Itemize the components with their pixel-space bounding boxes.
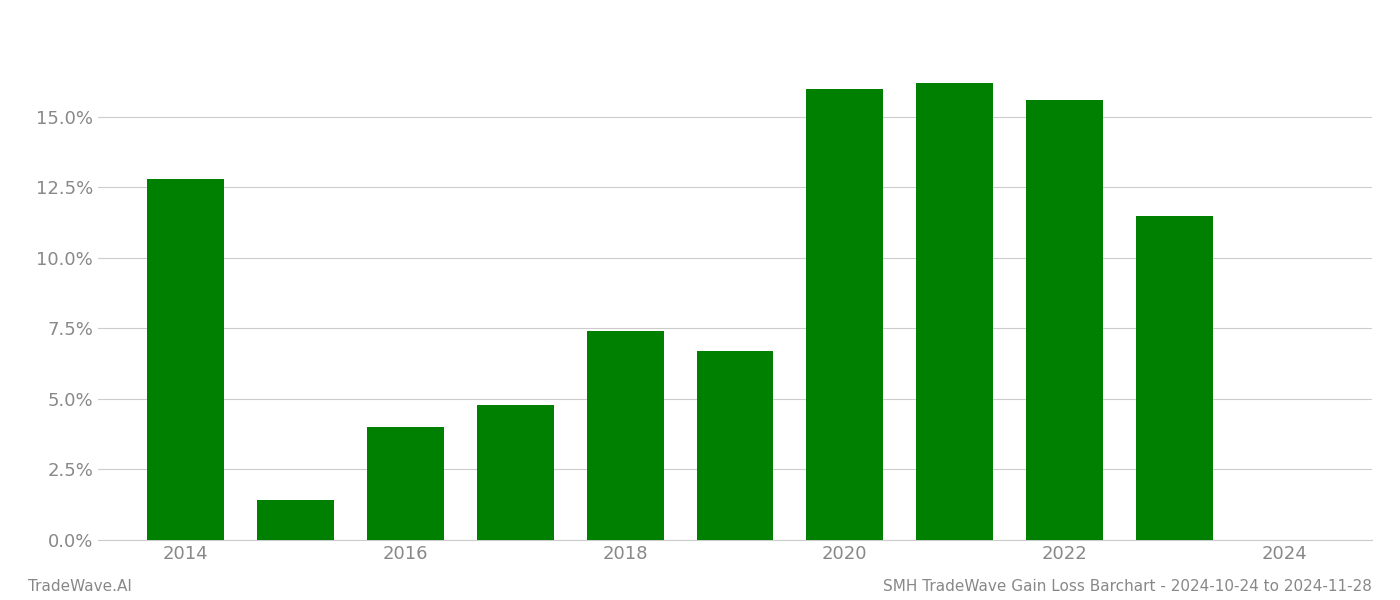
Bar (477, 404, 554, 540)
Bar (1026, 100, 1103, 540)
Bar (1135, 215, 1212, 540)
Bar (697, 351, 773, 540)
Bar (367, 427, 444, 540)
Bar (258, 500, 335, 540)
Bar (916, 83, 993, 540)
Text: TradeWave.AI: TradeWave.AI (28, 579, 132, 594)
Text: SMH TradeWave Gain Loss Barchart - 2024-10-24 to 2024-11-28: SMH TradeWave Gain Loss Barchart - 2024-… (883, 579, 1372, 594)
Bar (806, 89, 883, 540)
Bar (147, 179, 224, 540)
Bar (587, 331, 664, 540)
